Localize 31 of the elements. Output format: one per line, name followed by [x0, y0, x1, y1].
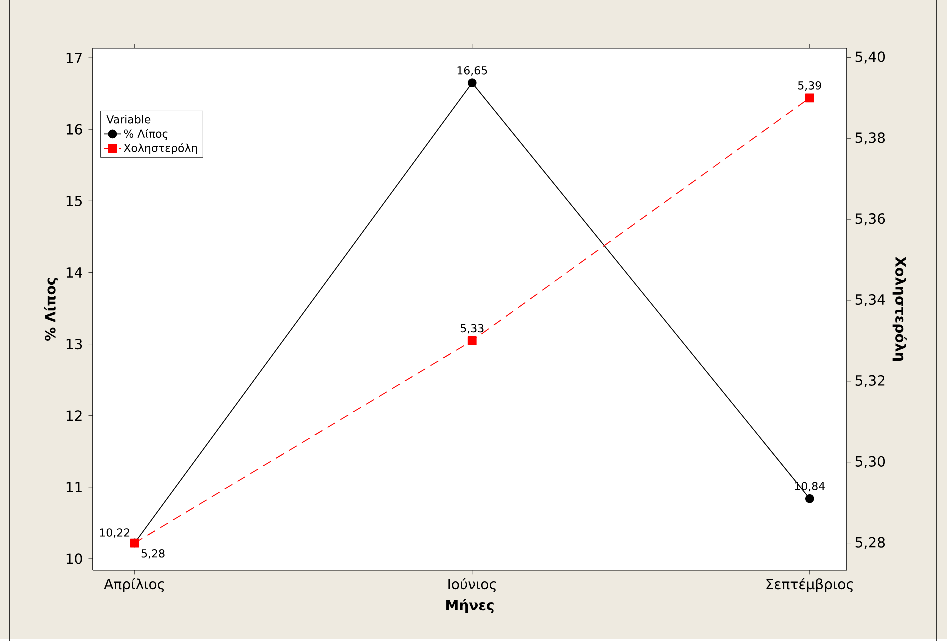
y2-tick-label: 5,32 — [856, 376, 885, 388]
y2-tick-label: 5,28 — [856, 537, 886, 550]
x-axis-title: Μήνες — [446, 599, 494, 614]
y-tick-label: 13 — [66, 339, 82, 350]
data-label: 16,65 — [458, 66, 488, 76]
y2-axis-title: Χοληστερόλη — [892, 257, 907, 362]
y-tick-label: 10 — [66, 554, 82, 564]
y-tick-label: 11 — [66, 482, 82, 493]
x-tick-label: Σεπτέμβριος — [766, 578, 854, 592]
y2-tick-label: 5,36 — [856, 214, 886, 226]
y-tick-label: 15 — [66, 196, 82, 206]
y-tick-label: 14 — [66, 268, 82, 278]
y2-tick-label: 5,38 — [856, 132, 886, 145]
y2-tick-label: 5,34 — [856, 294, 886, 307]
legend-title: Variable — [106, 115, 151, 124]
legend-label: % Λίπος — [124, 129, 168, 140]
point — [468, 336, 477, 346]
legend-label: Χοληστερόλη — [124, 143, 198, 155]
y-axis-title: % Λίπος — [44, 278, 59, 342]
y2-tick-label: 5,40 — [856, 52, 886, 64]
point — [805, 94, 814, 103]
y-tick-label: 12 — [66, 410, 82, 422]
y2-tick-label: 5,30 — [856, 456, 886, 468]
data-label: 5,39 — [798, 82, 822, 92]
x-tick-label: Ιούνιος — [448, 578, 496, 592]
y-tick-label: 16 — [66, 124, 82, 135]
data-label: 10,22 — [100, 528, 130, 538]
data-label: 5,33 — [460, 324, 484, 334]
y-tick-label: 17 — [66, 53, 82, 64]
x-tick-label: Απρίλιος — [104, 578, 164, 592]
data-label: 5,28 — [142, 550, 165, 560]
